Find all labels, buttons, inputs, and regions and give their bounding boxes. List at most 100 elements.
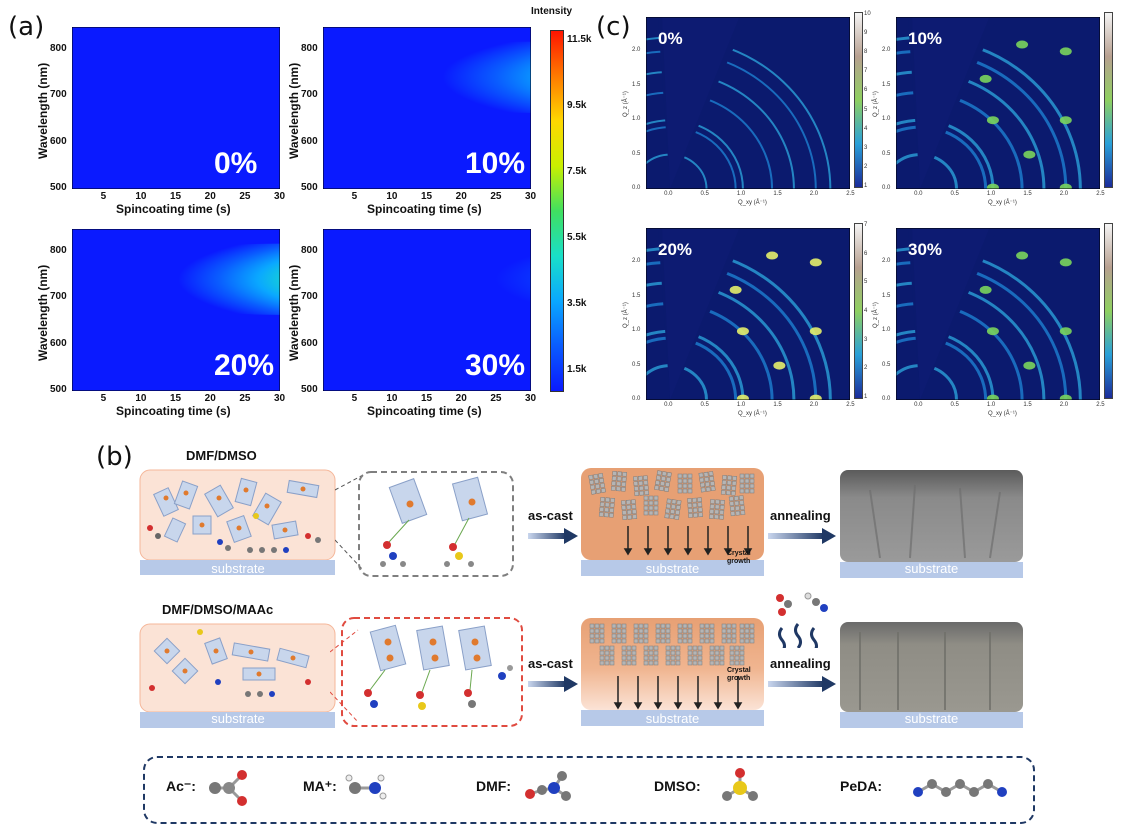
colorbar-tick: 11.5k — [567, 34, 592, 45]
x-tick: 25 — [490, 191, 502, 202]
x-tick: 5 — [100, 191, 107, 202]
x-tick: 30 — [525, 191, 537, 202]
x-tick: 20 — [204, 191, 216, 202]
row1-crystal-growth: Crystal growth — [727, 550, 751, 566]
row2-ascast-film — [581, 618, 764, 726]
giwaxs-y-title: Q_z (Å⁻¹) — [873, 91, 879, 117]
bragg-spot — [1059, 116, 1072, 125]
giwaxs-cbar-tick: 4 — [864, 125, 868, 132]
y-tick: 700 — [50, 291, 67, 303]
giwaxs-pattern-1 — [896, 17, 1100, 189]
perovskite-lattice-block — [633, 623, 649, 644]
legend-ma-label: MA⁺: — [303, 778, 337, 794]
y-tick: 800 — [50, 43, 67, 55]
crystal-text: Crystal — [727, 667, 751, 674]
row1-substrate-b: substrate — [645, 561, 700, 576]
y-tick: 500 — [301, 182, 318, 193]
perovskite-lattice-block — [677, 623, 693, 644]
row1-zoom-box — [358, 471, 514, 577]
y-tick: 500 — [50, 182, 67, 193]
y-axis-title: Wavelength (nm) — [36, 264, 50, 361]
dmso-molecule-icon — [722, 768, 758, 801]
giwaxs-x-tick: 0.0 — [914, 402, 923, 408]
giwaxs-cbar-tick: 9 — [864, 30, 868, 37]
y-axis-title: Wavelength (nm) — [287, 264, 301, 361]
giwaxs-x-tick: 2.5 — [846, 191, 855, 197]
giwaxs-x-tick: 0.5 — [700, 402, 709, 408]
bragg-spot — [1059, 327, 1072, 336]
giwaxs-y-title: Q_z (Å⁻¹) — [623, 302, 629, 328]
bragg-spot — [1059, 47, 1072, 56]
giwaxs-y-tick: 1.0 — [882, 116, 891, 123]
row2-zoom-box — [341, 617, 523, 727]
colorbar-title: Intensity — [531, 6, 573, 17]
x-tick: 15 — [170, 191, 182, 202]
x-axis-title: Spincoating time (s) — [367, 404, 482, 418]
row2-title: DMF/DMSO/MAAc — [162, 602, 274, 617]
bragg-spot — [1023, 361, 1036, 370]
giwaxs-x-tick: 1.0 — [736, 191, 746, 197]
perovskite-lattice-block — [728, 495, 746, 517]
y-tick: 600 — [50, 135, 67, 147]
heatmap-0 — [72, 27, 280, 189]
row2-zoom-lines — [330, 629, 359, 723]
crystal-text: Crystal — [727, 550, 751, 557]
heatmap-label: 0% — [214, 147, 258, 180]
bragg-spot — [736, 327, 749, 336]
row1-sem-image — [840, 470, 1023, 578]
y-tick: 600 — [50, 337, 67, 349]
perovskite-lattice-block — [687, 497, 703, 518]
giwaxs-colorbar — [854, 12, 863, 188]
x-tick: 20 — [455, 393, 467, 404]
y-tick: 800 — [301, 245, 318, 257]
giwaxs-cbar-tick: 4 — [864, 308, 868, 314]
x-axis-title: Spincoating time (s) — [367, 202, 482, 216]
row1-substrate-a: substrate — [211, 561, 265, 576]
bragg-spot — [979, 74, 992, 83]
x-tick: 25 — [239, 191, 251, 202]
bragg-spot — [1059, 258, 1072, 267]
perovskite-lattice-block — [655, 623, 671, 644]
x-tick: 20 — [204, 393, 216, 404]
giwaxs-y-tick: 0.5 — [882, 361, 891, 368]
x-axis-title: Spincoating time (s) — [116, 202, 231, 216]
giwaxs-x-tick: 0.5 — [700, 191, 709, 197]
row2-crystal-growth: Crystal growth — [727, 667, 751, 683]
colorbar-tick: 3.5k — [567, 298, 587, 309]
bragg-spot — [809, 258, 822, 267]
perovskite-lattice-block — [729, 645, 745, 666]
giwaxs-label: 0% — [658, 29, 683, 48]
x-tick: 10 — [135, 191, 147, 202]
giwaxs-x-title: Q_xy (Å⁻¹) — [988, 200, 1017, 206]
colorbar-tick: 9.5k — [567, 100, 587, 111]
giwaxs-cbar-tick: 1 — [864, 394, 868, 400]
giwaxs-x-tick: 1.5 — [1023, 402, 1032, 408]
giwaxs-cbar-tick: 6 — [864, 250, 868, 257]
perovskite-lattice-block — [664, 498, 682, 520]
row1-annealing-arrow — [768, 528, 836, 544]
y-tick: 700 — [301, 89, 318, 101]
y-tick: 800 — [50, 245, 67, 257]
bragg-spot — [729, 285, 742, 294]
x-axis-title: Spincoating time (s) — [116, 404, 231, 418]
giwaxs-x-title: Q_xy (Å⁻¹) — [988, 411, 1017, 417]
released-molecules-icon — [776, 592, 828, 648]
giwaxs-y-tick: 1.5 — [632, 292, 641, 299]
giwaxs-pattern-2 — [646, 228, 850, 400]
y-tick: 800 — [301, 43, 318, 55]
y-tick: 700 — [301, 291, 318, 303]
peda-molecule-icon — [913, 779, 1007, 797]
giwaxs-y-tick: 2.0 — [632, 47, 641, 54]
y-tick: 600 — [301, 337, 318, 349]
giwaxs-y-tick: 1.5 — [882, 81, 891, 88]
giwaxs-y-tick: 1.5 — [632, 81, 641, 88]
giwaxs-cbar-tick: 6 — [864, 87, 868, 94]
perovskite-lattice-block — [739, 623, 755, 644]
perovskite-lattice-block — [698, 471, 716, 493]
perovskite-lattice-block — [709, 645, 725, 666]
x-tick: 25 — [239, 393, 251, 404]
giwaxs-x-tick: 0.0 — [664, 191, 673, 197]
x-tick: 30 — [525, 393, 537, 404]
row1-ascast-film — [581, 468, 764, 576]
giwaxs-x-tick: 1.5 — [773, 191, 782, 197]
